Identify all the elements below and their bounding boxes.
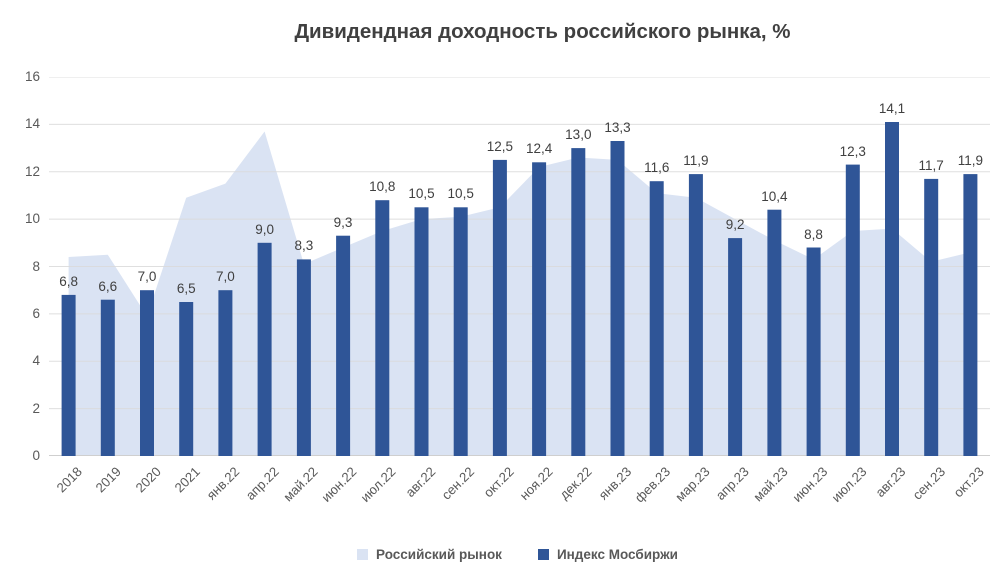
y-axis-label: 2 <box>32 400 40 416</box>
bar <box>179 302 194 456</box>
bar <box>924 178 939 456</box>
x-axis-label: май.23 <box>750 464 791 505</box>
bar <box>845 164 860 456</box>
bar-value-label: 10,5 <box>447 186 474 202</box>
x-axis-label: сен.22 <box>438 464 478 503</box>
x-axis-label: апр.22 <box>242 464 282 504</box>
bar-value-label: 7,0 <box>137 269 157 285</box>
bar-value-label: 10,8 <box>369 179 396 195</box>
bar <box>532 162 547 456</box>
x-axis-label: 2019 <box>93 464 125 496</box>
bar-value-label: 11,9 <box>957 153 984 169</box>
bar <box>649 181 664 456</box>
y-axis-label: 16 <box>24 69 40 84</box>
bar-value-label: 9,2 <box>725 217 745 233</box>
y-axis-label: 14 <box>24 116 40 132</box>
legend-swatch-area <box>357 549 369 560</box>
bar-value-label: 10,5 <box>408 186 435 202</box>
bar-value-label: 8,3 <box>294 238 314 254</box>
bar <box>296 259 311 456</box>
area-series-russian-market <box>68 131 971 456</box>
bar-value-label: 13,3 <box>604 119 631 135</box>
y-axis-label: 4 <box>32 353 40 369</box>
x-axis-label: 2018 <box>53 464 86 496</box>
bar <box>218 290 233 456</box>
bar <box>375 200 390 456</box>
legend-label-moex-index: Индекс Мосбиржи <box>556 547 678 562</box>
x-axis-label: май.22 <box>280 464 321 505</box>
bar-value-label: 11,9 <box>683 153 709 169</box>
bar <box>61 294 76 456</box>
x-axis-label: окт.23 <box>950 464 988 501</box>
bar-value-label: 11,7 <box>918 157 944 173</box>
bar <box>453 207 468 456</box>
bar-value-label: 9,0 <box>255 221 275 237</box>
x-axis-label: окт.22 <box>480 464 517 501</box>
x-axis-label: 2021 <box>171 464 203 496</box>
y-axis-label: 8 <box>32 258 40 274</box>
x-axis-label: янв.22 <box>203 464 243 503</box>
bar-value-label: 12,5 <box>486 138 514 154</box>
bar <box>806 247 821 456</box>
bar <box>571 148 586 456</box>
bar <box>336 235 351 456</box>
legend-label-russian-market: Российский рынок <box>376 547 502 562</box>
bar-value-label: 6,5 <box>176 281 196 297</box>
legend-item-russian-market: Российский рынок <box>357 547 502 562</box>
y-axis-label: 0 <box>32 448 40 463</box>
x-axis-label: авг.22 <box>402 464 439 500</box>
y-axis-label: 10 <box>24 211 40 227</box>
bar <box>963 174 978 456</box>
x-axis-label: апр.23 <box>712 464 752 504</box>
legend: Российский рынок Индекс Мосбиржи <box>14 547 1007 562</box>
legend-swatch-bar <box>537 549 549 560</box>
bar <box>140 290 154 456</box>
legend-item-moex-index: Индекс Мосбиржи <box>537 547 678 562</box>
x-axis-label: июн.22 <box>318 464 360 505</box>
bar <box>688 174 703 456</box>
bar-value-label: 6,8 <box>59 273 78 289</box>
bar-value-label: 10,4 <box>761 188 788 204</box>
chart-title: Дивидендная доходность российского рынка… <box>294 20 791 43</box>
x-axis-label: 2020 <box>132 464 164 496</box>
bar-value-label: 8,8 <box>804 226 823 242</box>
y-axis-label: 6 <box>32 305 40 321</box>
bar-value-label: 13,0 <box>565 127 592 143</box>
bar <box>492 159 507 456</box>
bar <box>257 242 272 456</box>
x-axis-label: авг.23 <box>872 464 909 500</box>
bar <box>100 299 115 456</box>
plot-area <box>49 77 990 456</box>
bar-value-label: 9,3 <box>333 214 353 230</box>
x-axis-label: фев.23 <box>631 464 674 506</box>
bar-value-label: 12,3 <box>839 143 866 159</box>
bar <box>728 238 743 456</box>
x-axis-label: ноя.22 <box>516 464 556 503</box>
x-axis-label: дек.22 <box>556 464 595 503</box>
bar <box>767 209 782 456</box>
bar-value-label: 14,1 <box>878 101 906 116</box>
bar-value-label: 7,0 <box>216 269 235 285</box>
x-axis-label: янв.23 <box>595 464 635 503</box>
bar-value-label: 11,6 <box>644 160 670 176</box>
bar <box>610 141 625 456</box>
y-axis-label: 12 <box>24 163 40 179</box>
bar-value-label: 12,4 <box>525 141 553 157</box>
x-axis-label: июл.23 <box>828 464 870 506</box>
x-axis-label: сен.23 <box>909 464 948 503</box>
bar-value-label: 6,6 <box>98 278 118 294</box>
x-axis-label: июл.22 <box>357 464 399 506</box>
x-axis-label: мар.23 <box>672 464 713 505</box>
bar <box>885 122 899 456</box>
bar <box>414 207 429 456</box>
x-axis-label: июн.23 <box>789 464 831 505</box>
